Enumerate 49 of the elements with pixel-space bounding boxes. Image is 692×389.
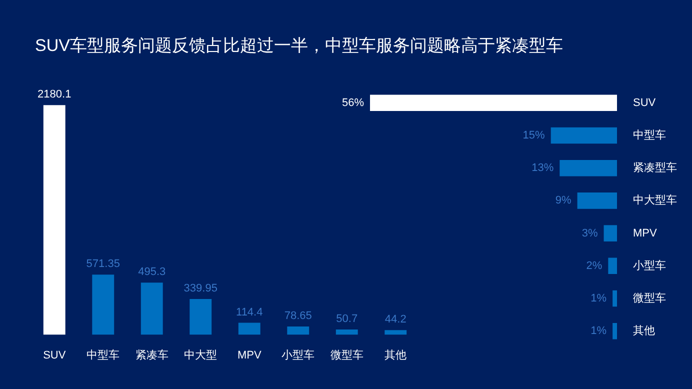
data-label: 571.35 [86, 258, 120, 270]
data-label: 3% [582, 227, 598, 240]
bar [560, 160, 617, 176]
data-label: 495.3 [138, 266, 166, 278]
x-tick-label: 中大型 [184, 348, 218, 362]
y-tick-label: 中大型车 [633, 194, 677, 207]
y-tick-label: 其他 [633, 324, 655, 338]
y-tick-label: SUV [633, 96, 656, 109]
data-label: 114.4 [236, 306, 263, 318]
data-label: 9% [555, 194, 572, 207]
bar [190, 298, 212, 335]
bar [550, 127, 617, 144]
bar [336, 329, 358, 335]
data-label: 13% [532, 162, 554, 174]
data-label: 78.65 [284, 310, 312, 322]
y-tick-label: 中型车 [633, 128, 666, 142]
x-tick-label: 紧凑车 [135, 348, 168, 362]
bar [92, 274, 114, 335]
bar [140, 282, 163, 335]
bar [238, 322, 260, 335]
data-label: 1% [590, 292, 607, 305]
data-label: 2180.1 [38, 88, 72, 101]
data-label: 2% [586, 260, 602, 272]
x-tick-label: 中型车 [86, 348, 120, 362]
chart-title: SUV车型服务问题反馈占比超过一半，中型车服务问题略高于紧凑型车 [35, 35, 563, 57]
data-label: 56% [342, 96, 364, 109]
bar [604, 225, 617, 242]
bar [287, 326, 310, 335]
bar [370, 94, 617, 112]
x-tick-label: 小型车 [282, 348, 315, 362]
data-label: 1% [590, 325, 607, 338]
y-tick-label: 紧凑型车 [633, 161, 677, 174]
data-label: 50.7 [336, 312, 358, 325]
data-label: 339.95 [184, 282, 218, 295]
bar [384, 330, 407, 335]
data-label: 44.2 [384, 314, 406, 326]
bar [608, 258, 617, 274]
x-tick-label: MPV [237, 349, 262, 362]
y-tick-label: MPV [633, 227, 658, 240]
x-tick-label: SUV [43, 349, 66, 362]
bar [612, 322, 617, 340]
bar [43, 105, 66, 335]
data-label: 15% [522, 130, 546, 142]
bar [612, 290, 617, 307]
bar [577, 192, 617, 209]
x-tick-label: 微型车 [330, 348, 364, 362]
y-tick-label: 微型车 [633, 292, 666, 305]
y-tick-label: 小型车 [633, 258, 666, 272]
x-tick-label: 其他 [384, 348, 407, 362]
